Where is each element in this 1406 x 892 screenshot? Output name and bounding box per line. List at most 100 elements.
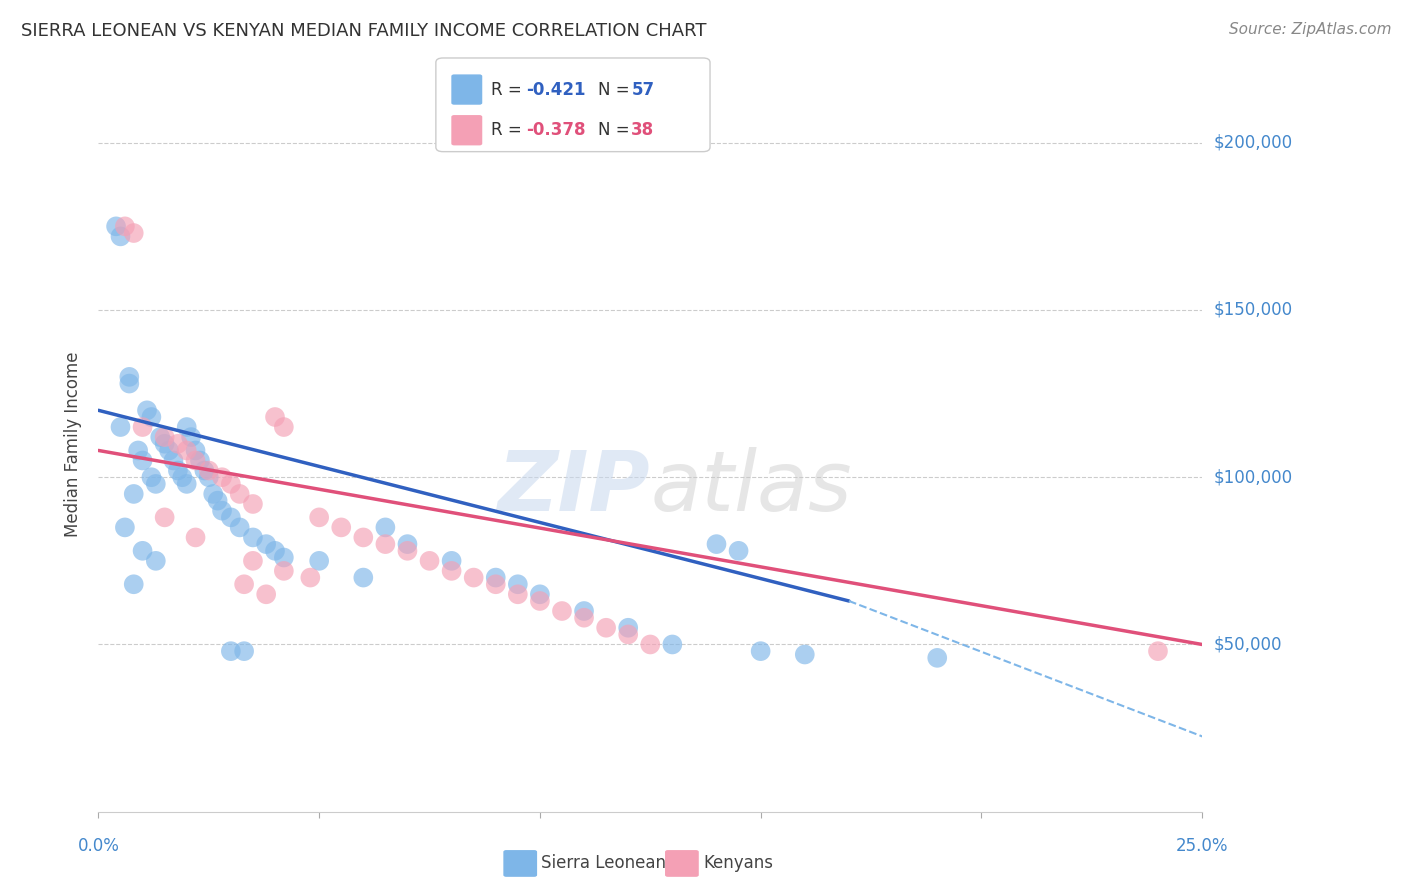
Point: [153, 510, 176, 524]
Point: [188, 453, 211, 467]
Y-axis label: Median Family Income: Median Family Income: [65, 351, 83, 536]
Point: [661, 637, 683, 651]
Text: atlas: atlas: [650, 448, 852, 528]
Point: [617, 627, 640, 641]
Point: [176, 443, 198, 458]
Point: [273, 564, 295, 578]
Point: [485, 577, 508, 591]
Point: [122, 487, 145, 501]
Point: [167, 436, 190, 450]
Point: [254, 587, 277, 601]
Text: -0.378: -0.378: [526, 121, 585, 139]
Point: [233, 577, 256, 591]
Point: [727, 543, 749, 558]
Point: [122, 577, 145, 591]
Text: Source: ZipAtlas.com: Source: ZipAtlas.com: [1229, 22, 1392, 37]
Point: [440, 554, 463, 568]
Point: [211, 503, 233, 517]
Text: R =: R =: [491, 121, 527, 139]
Text: 0.0%: 0.0%: [77, 837, 120, 855]
Point: [572, 604, 595, 618]
Point: [197, 470, 219, 484]
Point: [127, 443, 149, 458]
Point: [131, 453, 153, 467]
Point: [529, 594, 551, 608]
Point: [572, 611, 595, 625]
Point: [254, 537, 277, 551]
Point: [299, 571, 322, 585]
Point: [145, 554, 167, 568]
Point: [105, 219, 128, 234]
Point: [145, 476, 167, 491]
Point: [419, 554, 441, 568]
Text: R =: R =: [491, 80, 527, 98]
Point: [176, 420, 198, 434]
Text: $150,000: $150,000: [1213, 301, 1292, 319]
Point: [273, 420, 295, 434]
Point: [352, 571, 374, 585]
Point: [184, 530, 207, 544]
Point: [136, 403, 159, 417]
Point: [551, 604, 574, 618]
Point: [211, 470, 233, 484]
Point: [141, 410, 163, 425]
Point: [118, 369, 141, 384]
Point: [110, 420, 132, 434]
Point: [193, 464, 215, 478]
Text: $100,000: $100,000: [1213, 468, 1292, 486]
Point: [463, 571, 485, 585]
Point: [122, 226, 145, 240]
Point: [172, 470, 194, 484]
Text: 38: 38: [631, 121, 654, 139]
Point: [330, 520, 353, 534]
Point: [114, 520, 136, 534]
Point: [273, 550, 295, 565]
Point: [131, 543, 153, 558]
Point: [228, 520, 250, 534]
Point: [749, 644, 772, 658]
Point: [706, 537, 728, 551]
Text: 57: 57: [631, 80, 654, 98]
Point: [264, 543, 287, 558]
Text: -0.421: -0.421: [526, 80, 585, 98]
Point: [374, 520, 396, 534]
Point: [202, 487, 225, 501]
Point: [184, 443, 207, 458]
Point: [506, 577, 529, 591]
Point: [396, 537, 419, 551]
Point: [638, 637, 661, 651]
Point: [308, 554, 330, 568]
Point: [153, 430, 176, 444]
Point: [180, 430, 202, 444]
Point: [176, 476, 198, 491]
Point: [793, 648, 815, 662]
Text: SIERRA LEONEAN VS KENYAN MEDIAN FAMILY INCOME CORRELATION CHART: SIERRA LEONEAN VS KENYAN MEDIAN FAMILY I…: [21, 22, 707, 40]
Point: [157, 443, 180, 458]
Point: [197, 464, 219, 478]
Text: N =: N =: [598, 121, 634, 139]
Point: [308, 510, 330, 524]
Point: [617, 621, 640, 635]
Point: [352, 530, 374, 544]
Point: [1147, 644, 1170, 658]
Text: 25.0%: 25.0%: [1175, 837, 1229, 855]
Point: [141, 470, 163, 484]
Point: [162, 453, 184, 467]
Point: [233, 644, 256, 658]
Point: [242, 554, 264, 568]
Point: [110, 229, 132, 244]
Text: ZIP: ZIP: [498, 448, 650, 528]
Point: [529, 587, 551, 601]
Point: [242, 530, 264, 544]
Point: [114, 219, 136, 234]
Point: [595, 621, 617, 635]
Point: [440, 564, 463, 578]
Point: [167, 464, 190, 478]
Point: [374, 537, 396, 551]
Point: [219, 644, 242, 658]
Point: [927, 651, 949, 665]
Point: [228, 487, 250, 501]
Text: $200,000: $200,000: [1213, 134, 1292, 152]
Text: Sierra Leoneans: Sierra Leoneans: [541, 855, 675, 872]
Point: [264, 410, 287, 425]
